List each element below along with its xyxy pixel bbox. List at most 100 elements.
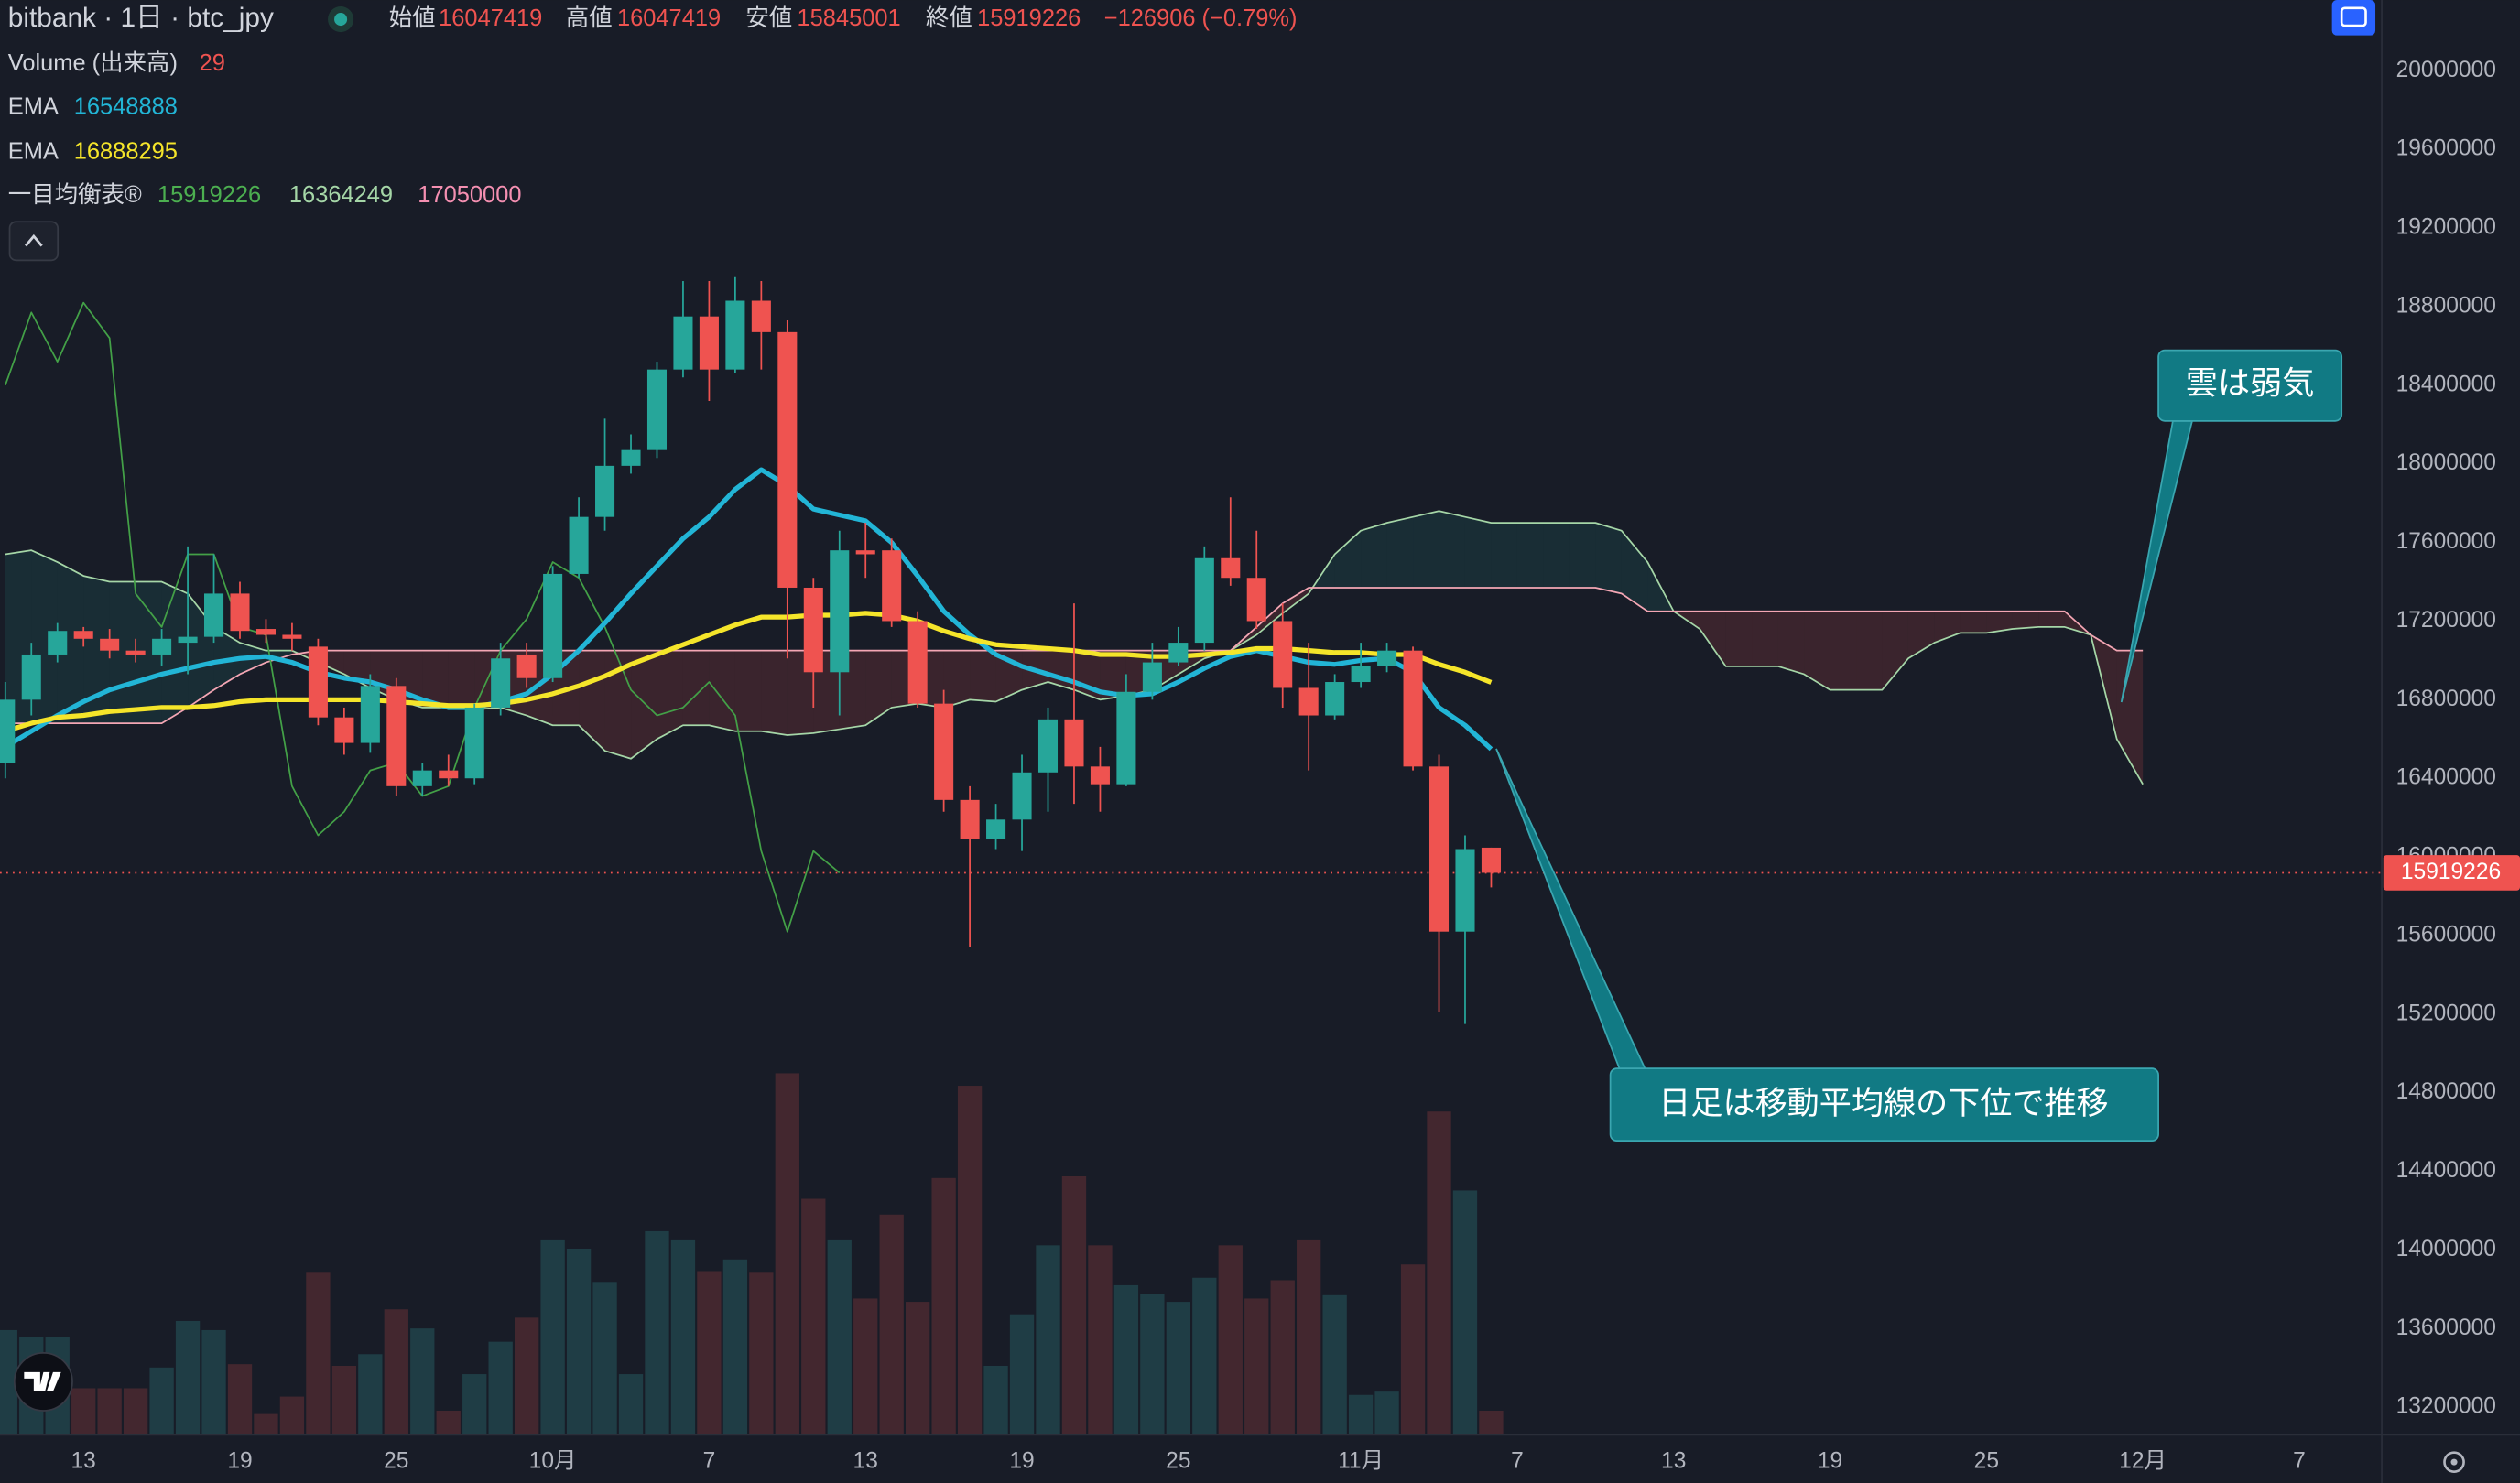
cloud-fill <box>1386 516 1414 588</box>
y-tick-label: 13200000 <box>2396 1394 2496 1419</box>
volume-bar <box>957 1086 983 1435</box>
settings-button[interactable] <box>2443 1451 2465 1474</box>
x-tick-label: 7 <box>1511 1449 1524 1474</box>
volume-bar <box>279 1396 305 1435</box>
candle-body <box>1455 849 1475 932</box>
volume-bar <box>410 1328 435 1435</box>
cloud-fill <box>2038 611 2065 627</box>
x-tick-label: 7 <box>2293 1449 2306 1474</box>
candle-body <box>1481 847 1501 873</box>
annotations: 雲は弱気 日足は移動平均線の下位で推移 <box>1495 349 2343 1142</box>
volume-pane <box>0 1073 1504 1435</box>
cloud-fill <box>1777 611 1805 675</box>
ichimoku-label: 一目均衡表® <box>8 182 142 208</box>
change-value: −126906 (−0.79%) <box>1104 5 1298 31</box>
y-tick-label: 14400000 <box>2396 1158 2496 1183</box>
last-price-label: 15919226 <box>2401 860 2501 884</box>
candle-body <box>464 707 484 779</box>
y-tick-label: 13600000 <box>2396 1315 2496 1340</box>
fullscreen-icon <box>2340 6 2367 27</box>
collapse-icon <box>25 233 43 247</box>
candle-body <box>334 717 354 743</box>
candle-body <box>934 703 954 800</box>
candle-body <box>646 369 668 450</box>
volume-bar <box>227 1364 253 1435</box>
candle-body <box>855 550 875 555</box>
candle-body <box>100 638 120 651</box>
candle-body <box>907 621 928 704</box>
candle-body <box>360 686 380 743</box>
candle-body <box>491 658 511 708</box>
cloud-fill <box>343 650 371 688</box>
candle-body <box>1298 687 1319 716</box>
y-tick-label: 18800000 <box>2396 293 2496 318</box>
volume-bar <box>540 1239 565 1435</box>
y-tick-label: 18000000 <box>2396 450 2496 475</box>
y-tick-label: 19200000 <box>2396 215 2496 240</box>
volume-label: Volume (出来高) <box>8 50 178 76</box>
cloud-fill <box>1516 523 1544 588</box>
candle-body <box>255 629 276 635</box>
collapse-button[interactable] <box>8 221 60 262</box>
cloud-fill <box>709 650 735 731</box>
cloud-fill <box>1334 530 1362 588</box>
cloud-fill <box>1830 611 1857 690</box>
y-tick-label: 16400000 <box>2396 765 2496 790</box>
candle-body <box>725 300 745 370</box>
ema-label: EMA <box>8 93 59 119</box>
candle-body <box>569 516 589 574</box>
candle-body <box>777 331 798 588</box>
x-tick-label: 13 <box>71 1449 96 1474</box>
volume-bar <box>566 1248 592 1435</box>
volume-bar <box>514 1317 539 1435</box>
volume-bar <box>775 1073 799 1435</box>
cloud-fill <box>1100 650 1126 700</box>
cloud-fill <box>1439 511 1465 588</box>
volume-bar <box>801 1198 826 1435</box>
cloud-fill <box>865 650 892 726</box>
legend-header: bitbank · 1日 · btc_jpy 始値 16047419 高値 16… <box>8 0 2465 1474</box>
candle-body <box>673 316 693 370</box>
ema-line <box>5 611 1493 734</box>
cloud-fill <box>1621 530 1648 612</box>
volume-bar <box>123 1388 148 1435</box>
candle-body <box>1012 772 1032 820</box>
cloud-fill <box>422 650 449 708</box>
candle-body <box>1221 557 1241 579</box>
cloud-fill <box>136 581 162 724</box>
volume-bar <box>0 1329 17 1435</box>
candle-body <box>73 631 93 639</box>
y-tick-label: 15600000 <box>2396 922 2496 947</box>
volume-bar <box>201 1329 226 1435</box>
price-axis-area <box>2382 0 2520 1483</box>
candle-body <box>1246 578 1266 622</box>
candle-body <box>960 799 980 839</box>
candle-body <box>543 573 563 678</box>
volume-bar <box>592 1282 617 1435</box>
candle-body <box>308 646 328 718</box>
volume-bar <box>1244 1298 1269 1435</box>
cloud-fill <box>1595 523 1622 594</box>
candle-body <box>178 636 198 644</box>
volume-bar <box>254 1413 278 1435</box>
volume-bar <box>670 1239 696 1435</box>
cloud-fill <box>761 650 788 735</box>
candle-body <box>516 654 537 678</box>
candle-body <box>1377 650 1397 666</box>
settings-icon <box>2450 1458 2458 1466</box>
ohlc-value: 15845001 <box>798 5 901 31</box>
volume-bar <box>1166 1302 1191 1435</box>
volume-bar <box>97 1388 122 1435</box>
candle-body <box>0 699 16 763</box>
candle-body <box>282 634 302 639</box>
cloud-fill <box>83 576 110 724</box>
cloud-fill <box>1464 516 1492 588</box>
fullscreen-button[interactable] <box>2331 0 2376 36</box>
cloud-fill <box>161 581 189 724</box>
candle-body <box>48 631 68 655</box>
volume-bar <box>749 1272 774 1435</box>
x-tick-label: 19 <box>1009 1449 1034 1474</box>
cloud-fill <box>57 562 84 724</box>
